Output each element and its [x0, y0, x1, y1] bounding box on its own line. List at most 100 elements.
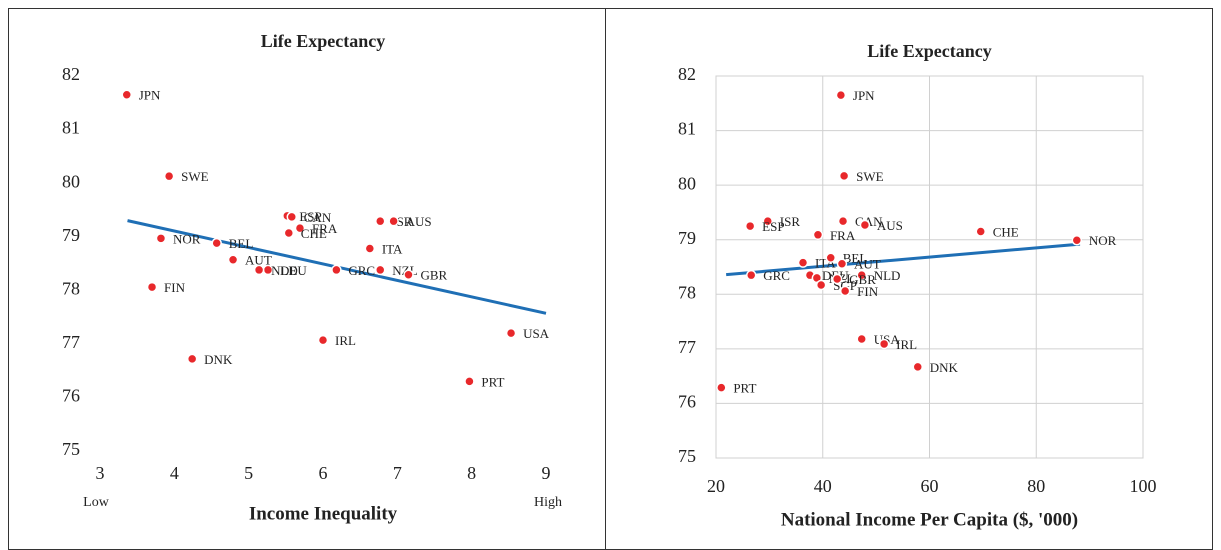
panel-border: [605, 8, 1213, 550]
data-point: [253, 264, 265, 276]
point-label: PRT: [481, 374, 504, 389]
x-tick-label: 20: [707, 476, 725, 496]
x-tick-label: 7: [393, 463, 402, 483]
point-label: GBR: [420, 268, 447, 283]
point-label: AUS: [877, 218, 903, 233]
trendline: [726, 242, 1081, 277]
data-point: [227, 254, 239, 265]
data-point: [286, 211, 298, 223]
point-label: DNK: [930, 360, 959, 375]
data-point: [815, 279, 827, 291]
data-point: [856, 333, 867, 345]
y-tick-label: 78: [678, 282, 696, 302]
x-high-label: High: [534, 495, 562, 510]
y-tick-label: 78: [62, 278, 80, 298]
y-tick-label: 81: [678, 119, 696, 139]
data-point: [744, 220, 756, 232]
x-tick-label: 3: [96, 463, 105, 483]
data-point: [186, 353, 198, 365]
point-label: IRL: [896, 337, 917, 352]
y-tick-label: 76: [678, 392, 696, 412]
data-point: [388, 215, 399, 227]
x-tick-label: 9: [542, 463, 551, 483]
point-label: GRC: [763, 268, 790, 283]
y-tick-label: 80: [678, 173, 696, 193]
data-point: [812, 229, 824, 241]
chart-title: Life Expectancy: [867, 41, 991, 61]
y-tick-label: 76: [62, 386, 80, 406]
data-point: [146, 281, 158, 293]
point-label: AUT: [245, 253, 272, 268]
data-point: [825, 252, 837, 263]
data-point: [317, 334, 329, 346]
data-point: [835, 89, 847, 101]
point-label: DNK: [204, 352, 233, 367]
data-point: [155, 233, 167, 244]
x-axis-label: National Income Per Capita ($, '000): [781, 509, 1078, 530]
data-point: [121, 89, 133, 100]
point-label: AUS: [406, 214, 432, 229]
y-tick-label: 82: [678, 64, 696, 84]
point-label: SWE: [181, 169, 209, 184]
data-point: [374, 264, 386, 276]
data-point: [745, 269, 757, 281]
data-point: [716, 382, 727, 393]
data-point: [838, 170, 850, 182]
y-tick-label: 75: [678, 446, 696, 466]
point-label: FIN: [857, 284, 879, 299]
point-label: IRL: [335, 333, 356, 348]
data-point: [859, 219, 871, 231]
point-label: AUT: [854, 257, 881, 272]
data-point: [837, 215, 849, 227]
y-tick-label: 75: [62, 439, 80, 459]
data-point: [878, 338, 890, 350]
point-label: FIN: [164, 280, 186, 295]
x-tick-label: 6: [319, 463, 328, 483]
point-label: DEU: [280, 263, 307, 278]
data-point: [163, 170, 175, 182]
data-point: [836, 258, 848, 269]
point-label: BEL: [229, 236, 254, 251]
x-tick-label: 60: [921, 476, 939, 496]
x-axis-label: Income Inequality: [249, 503, 398, 524]
point-label: FRA: [830, 228, 856, 243]
x-tick-label: 5: [244, 463, 253, 483]
x-tick-label: 80: [1027, 476, 1045, 496]
data-point: [331, 264, 342, 276]
data-point: [831, 273, 843, 285]
point-label: USA: [523, 326, 550, 341]
x-low-label: Low: [83, 495, 110, 510]
point-label: PRT: [733, 381, 756, 396]
point-label: JPN: [853, 88, 875, 103]
x-tick-label: 8: [467, 463, 476, 483]
data-point: [464, 376, 475, 387]
point-label: NLD: [874, 268, 901, 283]
data-point: [505, 327, 517, 339]
y-tick-label: 77: [62, 332, 80, 352]
y-tick-label: 79: [62, 225, 80, 245]
data-point: [856, 269, 867, 281]
y-tick-label: 82: [62, 64, 80, 84]
point-label: CHE: [301, 226, 327, 241]
data-point: [839, 285, 851, 297]
point-label: SWE: [856, 169, 884, 184]
point-label: ISR: [780, 214, 801, 229]
data-point: [294, 222, 306, 234]
data-point: [912, 361, 924, 373]
point-label: ESP: [299, 209, 321, 224]
point-label: FRA: [312, 221, 338, 236]
data-point: [211, 237, 222, 249]
y-tick-label: 79: [678, 228, 696, 248]
plot-border: [715, 75, 1144, 459]
point-label: ITA: [382, 241, 403, 256]
data-point: [283, 227, 295, 239]
data-point: [364, 243, 376, 254]
point-label: NOR: [173, 231, 201, 246]
point-label: NOR: [1089, 233, 1117, 248]
point-label: BEL: [843, 251, 868, 266]
data-point: [374, 215, 386, 227]
point-label: ESP: [762, 219, 784, 234]
y-tick-label: 77: [678, 337, 696, 357]
x-tick-label: 4: [170, 463, 179, 483]
